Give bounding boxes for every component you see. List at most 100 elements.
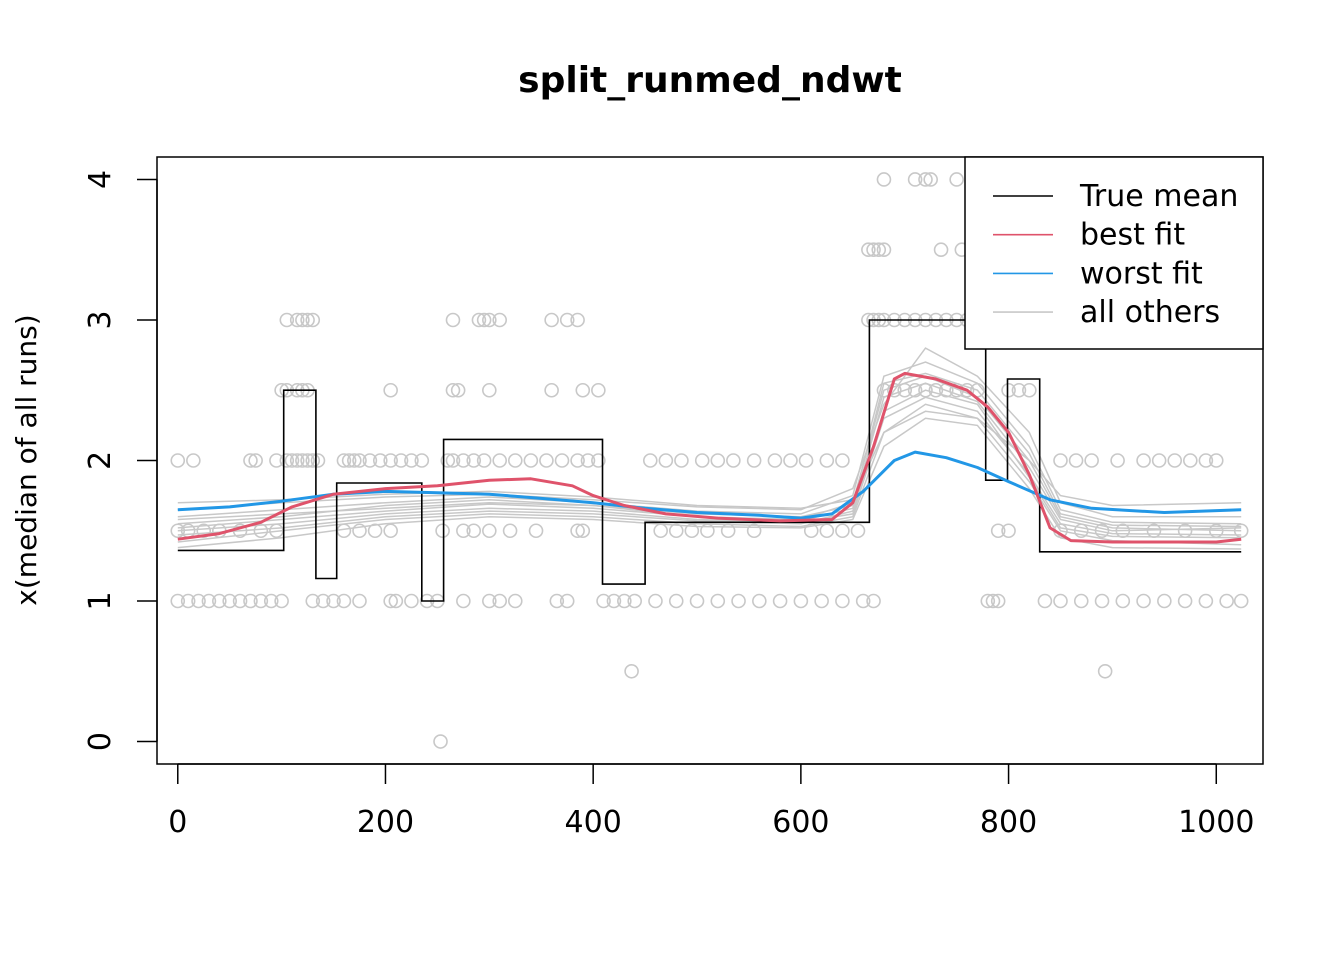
data-point: [310, 453, 326, 468]
data-point: [341, 453, 357, 468]
legend-label: all others: [1080, 295, 1220, 330]
data-point: [383, 593, 398, 609]
data-point: [482, 382, 497, 398]
data-point: [1073, 593, 1089, 609]
data-point: [1084, 453, 1099, 468]
data-point: [433, 734, 448, 749]
data-point: [907, 382, 923, 398]
data-point: [580, 453, 596, 468]
data-point: [253, 593, 269, 609]
data-point: [1167, 453, 1183, 468]
data-point: [201, 593, 217, 609]
data-point: [591, 382, 606, 398]
data-point: [1198, 453, 1214, 468]
data-point: [502, 523, 518, 539]
data-point: [352, 453, 367, 468]
data-point: [404, 453, 419, 468]
data-point: [591, 453, 606, 468]
data-point: [544, 312, 559, 328]
data-point: [596, 593, 611, 609]
data-point: [907, 172, 923, 187]
y-tick-label: 4: [83, 170, 118, 189]
data-point: [367, 523, 383, 539]
legend-label: worst fit: [1080, 256, 1203, 291]
data-point: [347, 453, 362, 468]
data-point: [248, 453, 263, 468]
data-point: [492, 453, 508, 468]
data-point: [191, 593, 206, 609]
y-tick-label: 3: [83, 310, 118, 329]
data-point: [575, 382, 591, 398]
data-point: [627, 593, 643, 609]
data-point: [554, 453, 570, 468]
legend-label: True mean: [1079, 179, 1238, 214]
data-point: [450, 382, 466, 398]
data-point: [835, 453, 850, 468]
data-point: [570, 523, 585, 539]
data-point: [295, 312, 310, 328]
data-point: [383, 382, 398, 398]
data-point: [279, 312, 295, 328]
data-point: [284, 453, 300, 468]
data-point: [300, 453, 315, 468]
data-point: [170, 593, 186, 609]
plot-area: [170, 172, 1249, 749]
data-point: [523, 453, 539, 468]
data-point: [746, 523, 762, 539]
x-axis: 0 200 400 600 800 1000: [168, 763, 1254, 840]
data-point: [383, 453, 398, 468]
data-point: [352, 593, 367, 609]
data-point: [855, 593, 871, 609]
data-point: [871, 242, 887, 258]
data-point: [1011, 382, 1027, 398]
data-point: [289, 453, 305, 468]
x-tick-label: 800: [980, 805, 1037, 840]
y-tick-label: 1: [83, 591, 118, 610]
x-tick-label: 1000: [1178, 805, 1254, 840]
data-point: [575, 523, 591, 539]
data-point: [752, 593, 767, 609]
series-line-all-others: [177, 382, 1242, 532]
data-point: [617, 593, 632, 609]
data-point: [1177, 593, 1193, 609]
data-point: [710, 593, 726, 609]
y-tick-label: 2: [83, 451, 118, 470]
data-point: [819, 523, 835, 539]
x-tick-label: 400: [565, 805, 622, 840]
data-point: [570, 312, 585, 328]
y-axis: 0 1 2 3 4: [83, 170, 158, 751]
data-point: [606, 593, 622, 609]
series-line-true-mean: [177, 319, 1242, 602]
data-point: [990, 593, 1006, 609]
data-point: [684, 523, 700, 539]
data-point: [689, 593, 705, 609]
data-point: [445, 312, 461, 328]
data-point: [482, 312, 497, 328]
data-point: [482, 523, 497, 539]
data-point: [793, 593, 809, 609]
data-point: [222, 593, 237, 609]
data-point: [710, 453, 726, 468]
data-point: [1053, 453, 1068, 468]
series-line-all-others: [177, 361, 1242, 525]
data-point: [383, 523, 398, 539]
data-point: [445, 382, 461, 398]
data-point: [850, 523, 866, 539]
data-point: [212, 593, 227, 609]
data-point: [274, 593, 289, 609]
data-point: [570, 453, 585, 468]
data-point: [336, 593, 352, 609]
data-point: [289, 312, 305, 328]
data-point: [404, 593, 419, 609]
data-point: [1183, 453, 1198, 468]
data-point: [1068, 453, 1084, 468]
data-point: [476, 312, 492, 328]
data-point: [507, 593, 523, 609]
data-point: [456, 523, 471, 539]
data-point: [876, 172, 892, 187]
data-point: [642, 453, 658, 468]
legend-label: best fit: [1080, 218, 1185, 253]
series-line-worst-fit: [177, 450, 1242, 520]
series-line-all-others: [177, 389, 1242, 539]
x-tick-label: 0: [168, 805, 187, 840]
